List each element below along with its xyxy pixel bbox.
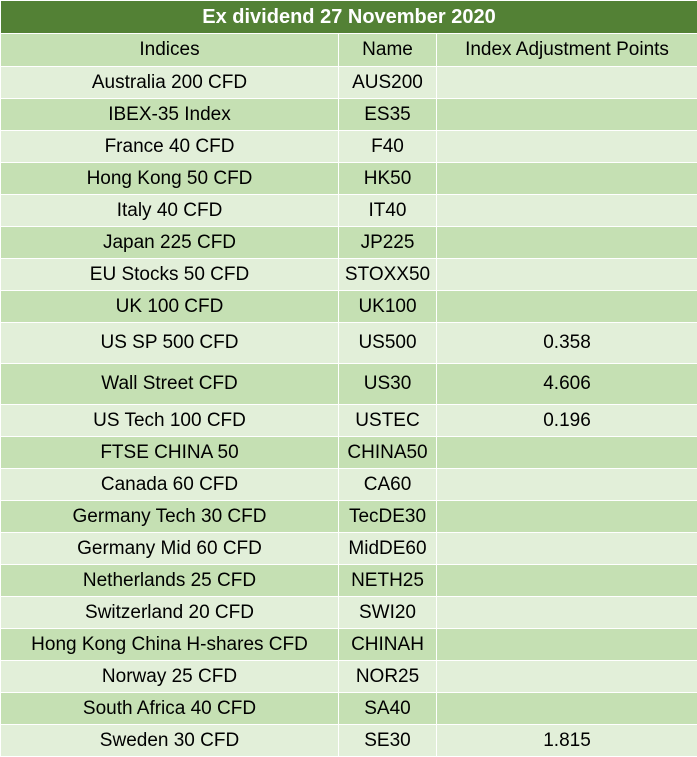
name-cell: TecDE30 [339, 501, 437, 533]
adjustment-points-cell [437, 693, 697, 725]
index-cell: Japan 225 CFD [1, 227, 339, 259]
adjustment-points-cell [437, 437, 697, 469]
adjustment-points-cell [437, 629, 697, 661]
title-row: Ex dividend 27 November 2020 [1, 1, 697, 34]
name-cell: SE30 [339, 725, 437, 757]
adjustment-points-cell [437, 227, 697, 259]
index-cell: US Tech 100 CFD [1, 405, 339, 437]
name-cell: AUS200 [339, 67, 437, 99]
adjustment-points-cell [437, 661, 697, 693]
index-cell: Norway 25 CFD [1, 661, 339, 693]
name-cell: CA60 [339, 469, 437, 501]
name-cell: UK100 [339, 291, 437, 323]
name-cell: CHINAH [339, 629, 437, 661]
index-cell: EU Stocks 50 CFD [1, 259, 339, 291]
adjustment-points-cell [437, 597, 697, 629]
name-cell: JP225 [339, 227, 437, 259]
adjustment-points-cell [437, 565, 697, 597]
index-cell: US SP 500 CFD [1, 323, 339, 364]
name-cell: ES35 [339, 99, 437, 131]
index-cell: Netherlands 25 CFD [1, 565, 339, 597]
index-cell: IBEX-35 Index [1, 99, 339, 131]
column-header-name: Name [339, 34, 437, 67]
adjustment-points-cell: 1.815 [437, 725, 697, 757]
index-cell: Canada 60 CFD [1, 469, 339, 501]
index-cell: UK 100 CFD [1, 291, 339, 323]
column-header-indices: Indices [1, 34, 339, 67]
adjustment-points-cell: 0.196 [437, 405, 697, 437]
adjustment-points-cell [437, 195, 697, 227]
adjustment-points-cell [437, 291, 697, 323]
name-cell: HK50 [339, 163, 437, 195]
adjustment-points-cell [437, 163, 697, 195]
index-cell: Hong Kong China H-shares CFD [1, 629, 339, 661]
name-cell: F40 [339, 131, 437, 163]
index-cell: Wall Street CFD [1, 364, 339, 405]
name-cell: IT40 [339, 195, 437, 227]
adjustment-points-cell [437, 67, 697, 99]
column-header-adjustment-points: Index Adjustment Points [437, 34, 697, 67]
adjustment-points-cell [437, 469, 697, 501]
index-cell: Italy 40 CFD [1, 195, 339, 227]
name-cell: SA40 [339, 693, 437, 725]
index-cell: Hong Kong 50 CFD [1, 163, 339, 195]
header-row: Indices Name Index Adjustment Points [1, 34, 697, 67]
adjustment-points-cell [437, 131, 697, 163]
name-cell: US500 [339, 323, 437, 364]
name-cell: MidDE60 [339, 533, 437, 565]
adjustment-points-cell [437, 259, 697, 291]
index-cell: FTSE CHINA 50 [1, 437, 339, 469]
name-cell: NOR25 [339, 661, 437, 693]
adjustment-points-cell [437, 99, 697, 131]
adjustment-points-cell [437, 533, 697, 565]
index-cell: South Africa 40 CFD [1, 693, 339, 725]
table-title: Ex dividend 27 November 2020 [1, 1, 697, 34]
adjustment-points-cell: 4.606 [437, 364, 697, 405]
name-cell: SWI20 [339, 597, 437, 629]
name-cell: STOXX50 [339, 259, 437, 291]
index-cell: Sweden 30 CFD [1, 725, 339, 757]
adjustment-points-cell: 0.358 [437, 323, 697, 364]
name-cell: NETH25 [339, 565, 437, 597]
index-cell: Switzerland 20 CFD [1, 597, 339, 629]
name-cell: CHINA50 [339, 437, 437, 469]
name-cell: US30 [339, 364, 437, 405]
index-cell: France 40 CFD [1, 131, 339, 163]
name-cell: USTEC [339, 405, 437, 437]
index-cell: Germany Mid 60 CFD [1, 533, 339, 565]
index-cell: Germany Tech 30 CFD [1, 501, 339, 533]
adjustment-points-cell [437, 501, 697, 533]
index-cell: Australia 200 CFD [1, 67, 339, 99]
